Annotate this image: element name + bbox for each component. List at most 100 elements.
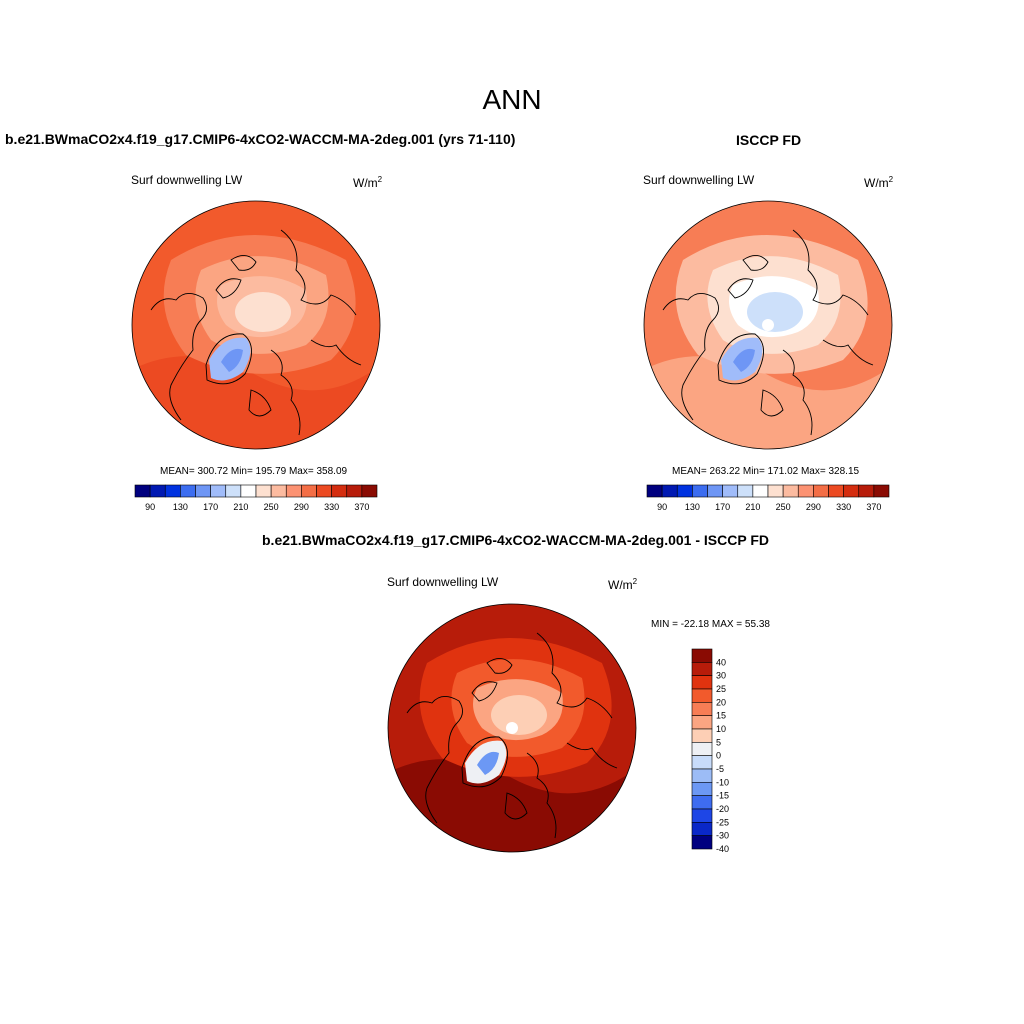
colorbar-obs-swatch (692, 484, 708, 498)
colorbar-obs-swatch (782, 484, 799, 498)
colorbar-model-swatch (195, 484, 211, 498)
colorbar-model-swatch (285, 484, 302, 498)
colorbar-model-swatch (134, 484, 151, 498)
colorbar-diff-tick-label: -40 (716, 844, 729, 854)
colorbar-diff-swatch (691, 688, 713, 703)
panel-obs-title: ISCCP FD (736, 132, 802, 148)
colorbar-obs-tick-label: 90 (657, 502, 667, 512)
map-obs-pole-hole (762, 319, 774, 331)
colorbar-diff-swatch (691, 675, 713, 690)
map-model-band (132, 356, 380, 449)
colorbar-obs-swatch (752, 484, 769, 498)
colorbar-diff-swatch (691, 728, 713, 743)
colorbar-model-swatch (316, 484, 332, 498)
colorbar-obs-swatch (676, 484, 693, 498)
map-diff-coastline (504, 792, 528, 820)
colorbar-obs-swatch (797, 484, 814, 498)
colorbar-model-swatch (210, 484, 227, 498)
map-model-coastline (248, 389, 272, 417)
colorbar-model-swatch (180, 484, 196, 498)
map-diff-coastline (526, 752, 557, 839)
map-model-coastline (310, 339, 362, 366)
panel-diff-stats: MIN = -22.18 MAX = 55.38 (651, 619, 770, 630)
map-diff-coastline (536, 632, 613, 719)
map-model-coastline (230, 255, 257, 271)
colorbar-obs-swatch (828, 484, 844, 498)
map-diff (387, 603, 637, 853)
colorbar-obs-tick-label: 370 (866, 502, 881, 512)
colorbar-diff-swatch (691, 822, 713, 836)
map-diff-field (388, 604, 636, 852)
colorbar-diff-swatch (691, 755, 713, 770)
colorbar-obs-tick-label: 330 (836, 502, 851, 512)
colorbar-diff-swatch (691, 648, 713, 663)
colorbar-obs-swatch (646, 484, 663, 498)
colorbar-model-tick-label: 170 (203, 502, 218, 512)
colorbar-model-swatch (346, 484, 363, 498)
map-obs-coastline (792, 229, 869, 316)
map-model (131, 200, 381, 450)
colorbar-model-swatch (270, 484, 287, 498)
colorbar-model-tick-label: 290 (294, 502, 309, 512)
colorbar-diff-tick-label: 30 (716, 671, 726, 681)
colorbar-diff-tick-label: 40 (716, 657, 726, 667)
map-diff-band (388, 759, 636, 852)
colorbar-diff-swatch (691, 782, 713, 796)
colorbar-diff-tick-label: -10 (716, 777, 729, 787)
colorbar-diff-swatch (691, 768, 713, 783)
map-obs (643, 200, 893, 450)
map-diff-pole-hole (506, 722, 518, 734)
colorbar-diff-swatch (691, 702, 713, 716)
map-obs-coastline (760, 389, 784, 417)
colorbar-diff-tick-label: 15 (716, 711, 726, 721)
colorbar-diff-swatch (691, 715, 713, 730)
colorbar-diff-tick-label: 10 (716, 724, 726, 734)
panel-model-units: W/m2 (353, 175, 383, 190)
map-model-coastline (205, 333, 252, 385)
colorbar-diff-swatch (691, 662, 713, 676)
colorbar-obs-swatch (661, 484, 678, 498)
map-model-coastline (215, 278, 242, 299)
colorbar-diff-tick-label: 5 (716, 737, 721, 747)
page-title: ANN (482, 84, 542, 115)
map-obs-band (747, 292, 803, 332)
map-obs-border (643, 200, 893, 450)
colorbar-diff-swatch (691, 795, 713, 810)
panel-model-variable: Surf downwelling LW (131, 173, 243, 187)
colorbar-model-tick-label: 90 (145, 502, 155, 512)
panel-diff-units: W/m2 (608, 577, 638, 592)
colorbar-obs-swatch (767, 484, 784, 498)
colorbar-model: 90 130 170 210 250 290 330 370 (134, 484, 378, 512)
colorbar-model-swatch (149, 484, 166, 498)
colorbar-diff-swatch (691, 808, 713, 823)
colorbar-obs-swatch (813, 484, 829, 498)
map-model-coastline (270, 349, 301, 436)
colorbar-model-swatch (331, 484, 348, 498)
colorbar-model-swatch (225, 484, 242, 498)
map-diff-coastline (471, 681, 498, 702)
map-model-coastline (280, 229, 357, 316)
panel-model-title: b.e21.BWmaCO2x4.f19_g17.CMIP6-4xCO2-WACC… (5, 131, 516, 147)
map-obs-coastline (742, 255, 769, 271)
panel-obs-units: W/m2 (864, 175, 894, 190)
panel-obs-stats: MEAN= 263.22 Min= 171.02 Max= 328.15 (672, 466, 860, 477)
colorbar-obs-swatch (858, 484, 875, 498)
map-obs-coastline (822, 339, 874, 366)
colorbar-diff-tick-label: -30 (716, 831, 729, 841)
map-model-coastline (150, 293, 207, 421)
panel-obs-variable: Surf downwelling LW (643, 173, 755, 187)
colorbar-diff: 40 30 25 20 15 10 5 0 -5 -10 -15 -20 -25 -30 -40 (691, 648, 729, 854)
panel-model-stats: MEAN= 300.72 Min= 195.79 Max= 358.09 (160, 466, 348, 477)
colorbar-obs-tick-label: 250 (776, 502, 791, 512)
colorbar-obs-swatch (873, 484, 890, 498)
colorbar-model-tick-label: 330 (324, 502, 339, 512)
colorbar-obs-tick-label: 210 (745, 502, 760, 512)
map-obs-coastline (782, 349, 813, 436)
colorbar-model-tick-label: 130 (173, 502, 188, 512)
map-diff-coastline (461, 736, 508, 788)
map-diff-coastline (486, 658, 513, 674)
map-obs-coastline (662, 293, 719, 421)
colorbar-model-tick-label: 210 (233, 502, 248, 512)
colorbar-diff-tick-label: -15 (716, 791, 729, 801)
colorbar-model-swatch (240, 484, 257, 498)
